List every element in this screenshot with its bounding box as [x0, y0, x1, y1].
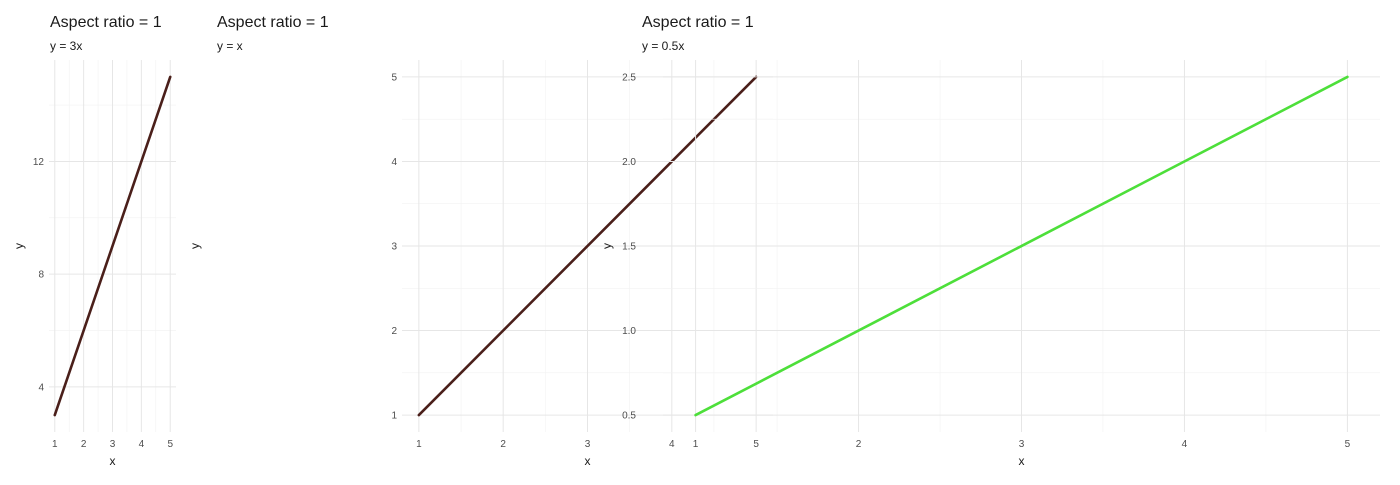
- chart-subtitle: y = 3x: [50, 39, 83, 53]
- y-tick-label: 3: [391, 242, 397, 253]
- x-tick-label: 2: [81, 439, 87, 450]
- chart-panel-2: Aspect ratio = 1 y = x 1 2 3 4 5 1 2 3 4 5 x y: [185, 0, 773, 485]
- y-tick-label: 2: [391, 326, 397, 337]
- chart-title: Aspect ratio = 1: [50, 14, 162, 31]
- y-tick-label: 4: [391, 157, 397, 168]
- y-axis-label: y: [600, 243, 614, 249]
- chart-plot: 1 2 3 4 5 1 2 3 4 5 x y: [188, 60, 773, 468]
- x-tick-label: 1: [52, 439, 58, 450]
- x-tick-label: 3: [110, 439, 116, 450]
- y-tick-label: 2.5: [622, 72, 636, 83]
- x-tick-label: 2: [500, 439, 506, 450]
- y-tick-label: 12: [33, 157, 45, 168]
- chart-subtitle: y = x: [217, 39, 243, 53]
- y-tick-label: 1.0: [622, 326, 636, 337]
- y-tick-label: 2.0: [622, 157, 636, 168]
- x-tick-label: 5: [167, 439, 173, 450]
- chart-plot: 1 2 3 4 5 0.5 1.0 1.5 2.0 2.5 x y: [600, 60, 1380, 468]
- series-line: [694, 75, 1349, 417]
- x-axis-label: x: [585, 454, 591, 468]
- chart-panel-1: Aspect ratio = 1 y = 3x 1 2 3 4 5 4 8 12 x y: [0, 0, 185, 485]
- y-tick-label: 1.5: [622, 242, 636, 253]
- x-axis-label: x: [110, 454, 116, 468]
- x-tick-label: 3: [585, 439, 591, 450]
- x-tick-label: 3: [1019, 439, 1025, 450]
- x-tick-label: 4: [669, 439, 675, 450]
- x-tick-label: 4: [139, 439, 145, 450]
- x-tick-label: 5: [1345, 439, 1351, 450]
- chart-subtitle: y = 0.5x: [642, 39, 685, 53]
- chart-panel-3: Aspect ratio = 1 y = 0.5x 1 2 3 4 5 0.5 1.0 1.5…: [595, 0, 1400, 485]
- y-axis-label: y: [188, 243, 202, 249]
- y-tick-label: 5: [391, 72, 397, 83]
- y-tick-label: 1: [391, 411, 397, 422]
- series-line: [53, 75, 172, 417]
- y-axis-label: y: [12, 243, 26, 249]
- chart-title: Aspect ratio = 1: [642, 14, 754, 31]
- x-axis-label: x: [1019, 454, 1025, 468]
- y-tick-label: 4: [38, 382, 44, 393]
- x-tick-label: 4: [1182, 439, 1188, 450]
- x-tick-label: 1: [693, 439, 699, 450]
- y-tick-label: 0.5: [622, 411, 636, 422]
- x-tick-label: 5: [753, 439, 759, 450]
- x-tick-label: 1: [416, 439, 422, 450]
- x-tick-label: 2: [856, 439, 862, 450]
- chart-title: Aspect ratio = 1: [217, 14, 329, 31]
- y-tick-label: 8: [38, 270, 44, 281]
- series-line: [417, 75, 758, 417]
